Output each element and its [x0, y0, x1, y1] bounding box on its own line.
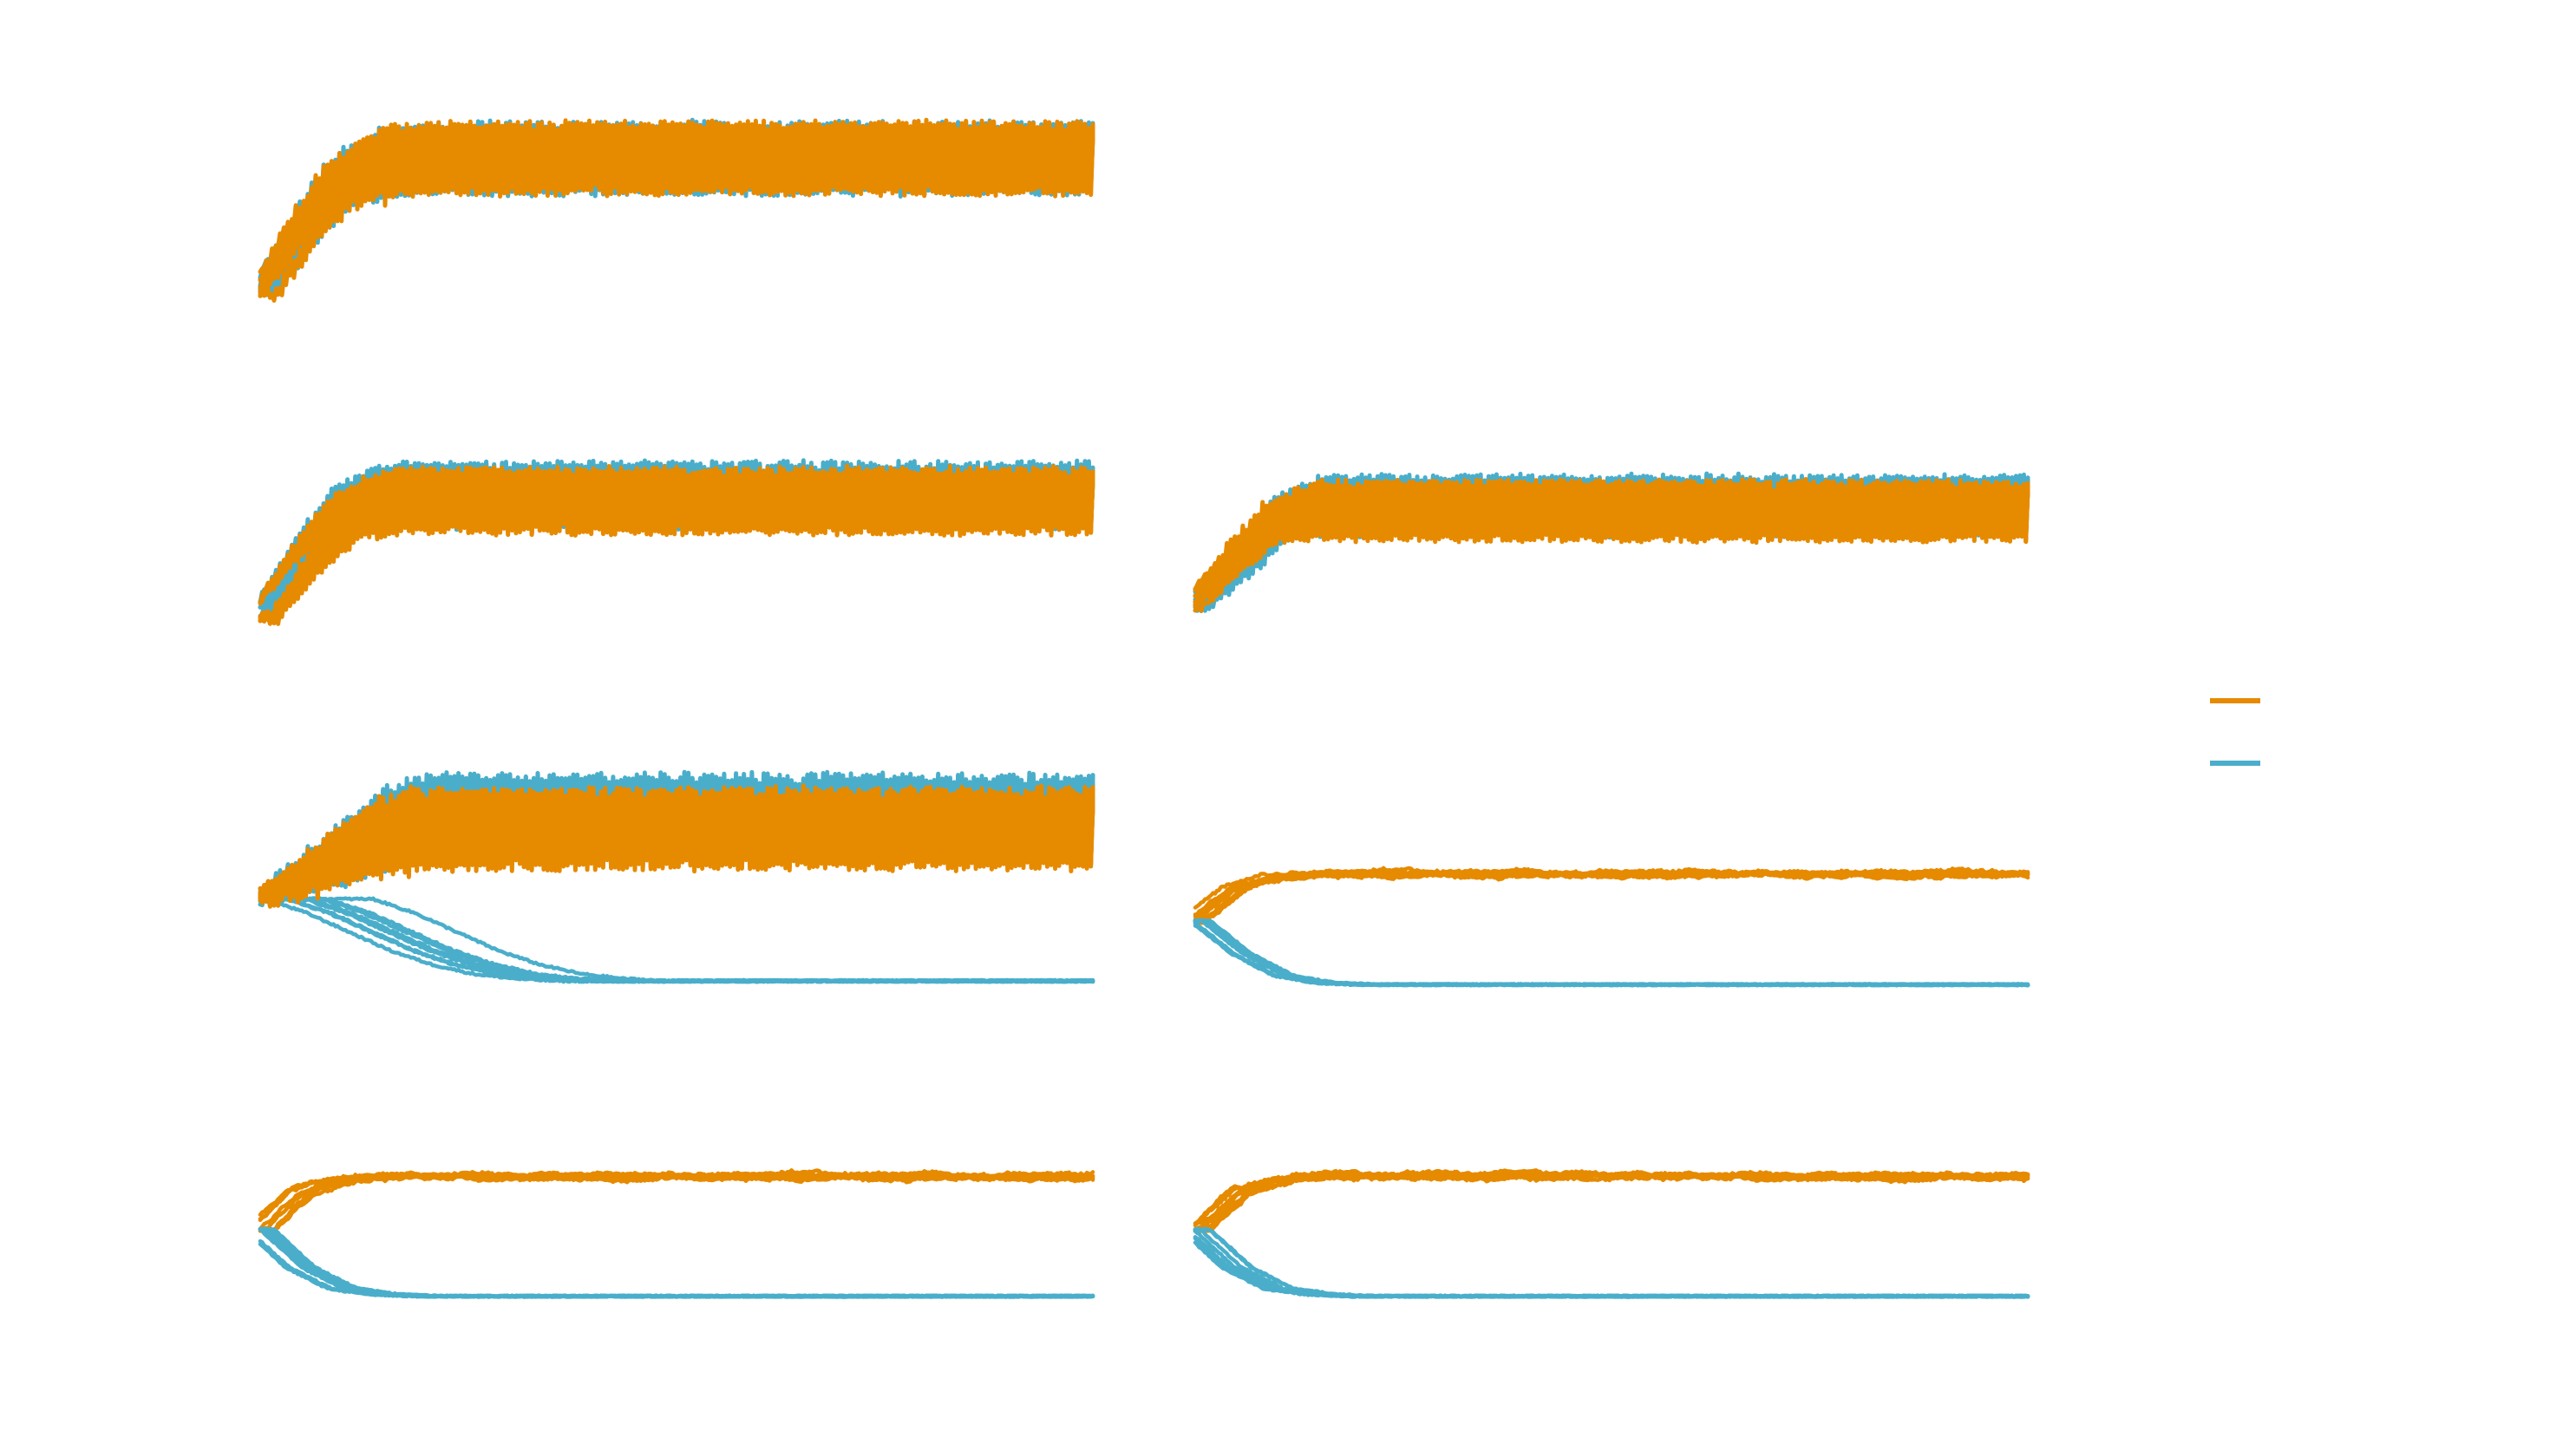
chart-panel-row2-col1 [258, 458, 1095, 626]
chart-panel-row4-col2 [1193, 1168, 2030, 1299]
series-line-blue [258, 896, 1095, 984]
series-line-blue [258, 1226, 1095, 1299]
series-line-orange [258, 465, 1095, 605]
series-line-orange [258, 1170, 1095, 1235]
series-line-orange [1193, 1168, 2030, 1228]
series-line-blue [1193, 918, 2030, 988]
series-line-blue [1193, 918, 2030, 988]
series-line-blue [1193, 1235, 2030, 1299]
chart-panel-row3-col1 [258, 769, 1095, 984]
series-line-orange [1193, 477, 2030, 591]
series-line-blue [1193, 1236, 2030, 1299]
series-line-blue [258, 1226, 1095, 1299]
chart-panel-row2-col2 [1193, 471, 2030, 613]
chart-panel-row4-col1 [258, 1168, 1095, 1299]
series-line-orange [1193, 1169, 2030, 1232]
series-line-blue [1193, 1236, 2030, 1299]
series-line-blue [1193, 924, 2030, 988]
series-line-blue [258, 1226, 1095, 1299]
series-line-orange [258, 783, 1095, 895]
series-line-blue [1193, 1240, 2030, 1299]
series-line-blue [258, 1238, 1095, 1299]
series-line-blue [1193, 1226, 2030, 1299]
series-line-orange [258, 118, 1095, 295]
series-line-blue [1193, 1226, 2030, 1299]
series-line-blue [1193, 918, 2030, 988]
chart-panel-row1-col1 [258, 117, 1095, 303]
series-line-blue [258, 1226, 1095, 1299]
series-line-blue [1193, 921, 2030, 988]
series-line-blue [258, 1226, 1095, 1299]
legend [2210, 698, 2260, 766]
series-line-blue [258, 1242, 1095, 1299]
chart-panel-row3-col2 [1193, 866, 2030, 988]
series-line-blue [258, 896, 1095, 984]
series-line-blue [1193, 1229, 2030, 1299]
chart-panels [258, 117, 2030, 1299]
series-line-blue [1193, 1227, 2030, 1299]
series-line-blue [1193, 918, 2030, 988]
series-line-orange [258, 1171, 1095, 1233]
series-line-blue [258, 1226, 1095, 1299]
series-line-blue [1193, 918, 2030, 988]
series-line-orange [1193, 867, 2030, 924]
series-line-blue [1193, 920, 2030, 988]
